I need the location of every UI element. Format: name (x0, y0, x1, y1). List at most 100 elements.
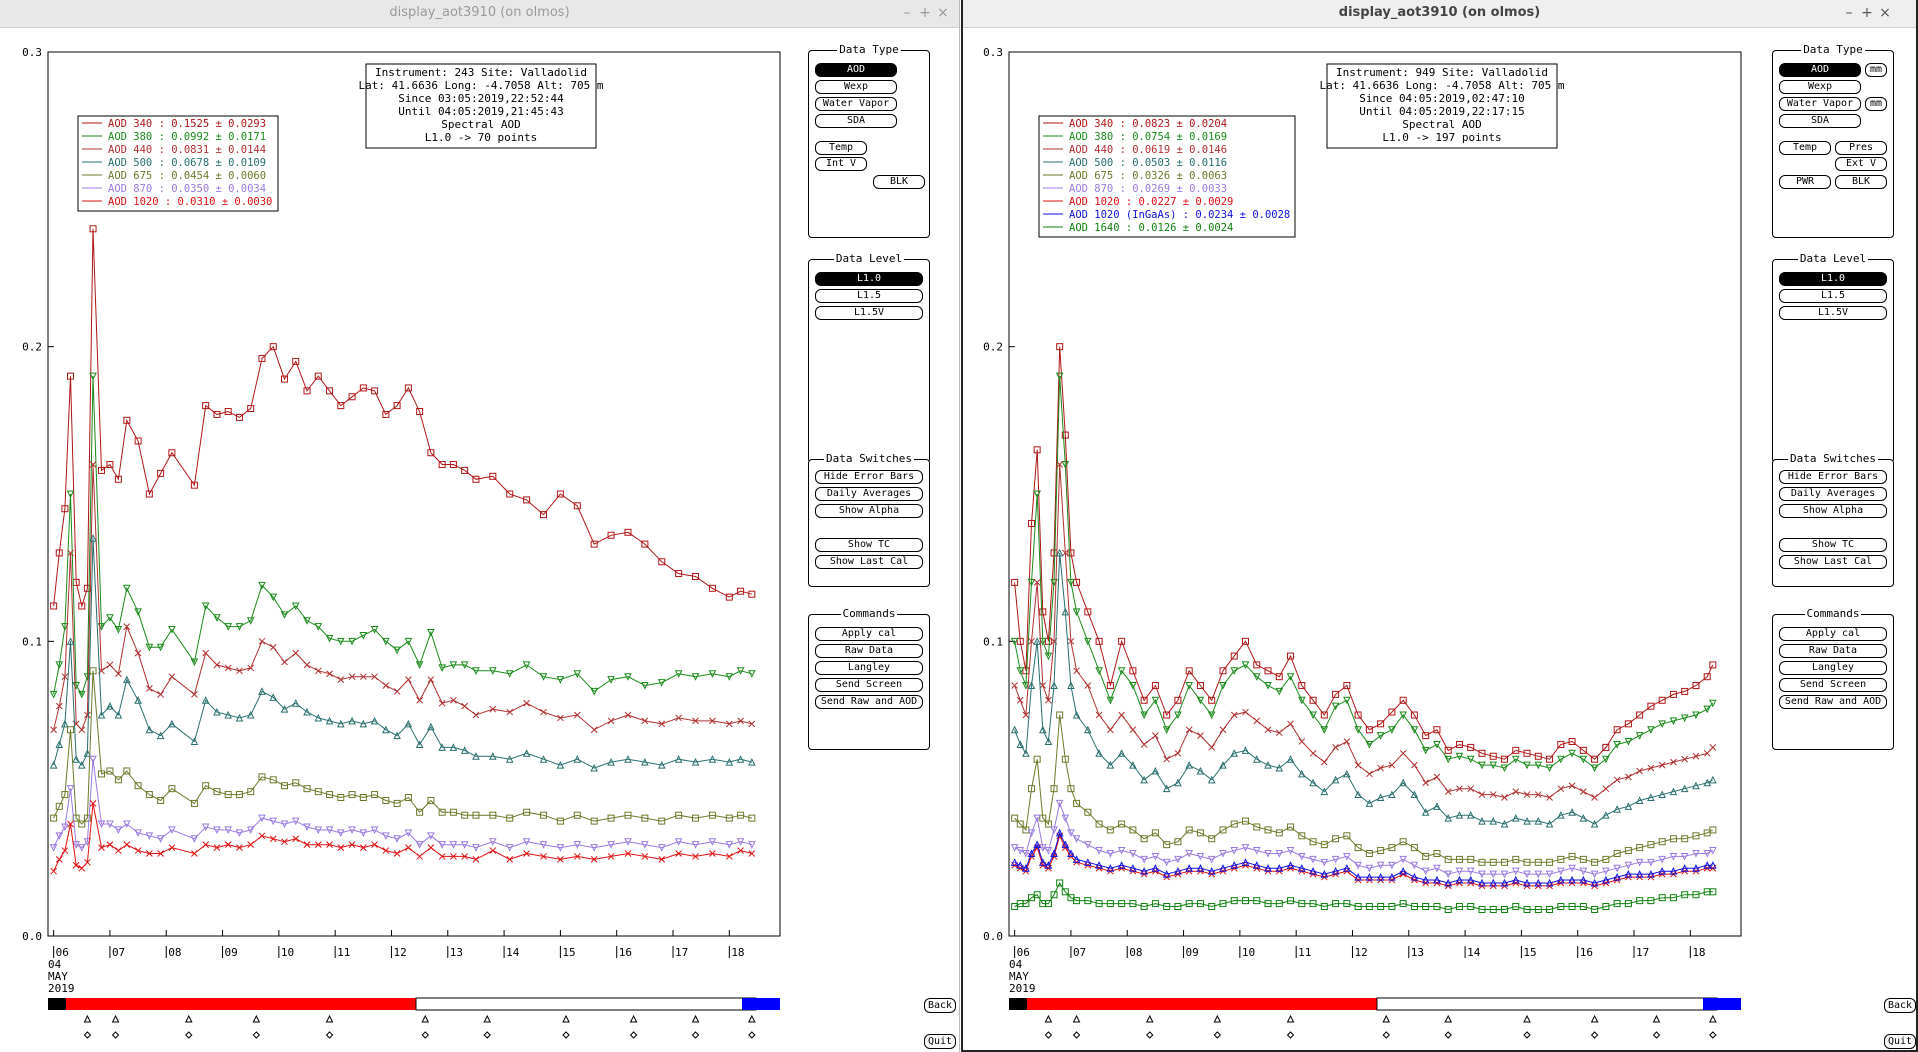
mm-button[interactable]: mm (1865, 97, 1887, 111)
show-last-cal-button[interactable]: Show Last Cal (815, 555, 923, 569)
hide-error-bars-button[interactable]: Hide Error Bars (815, 470, 923, 484)
data-point (67, 372, 75, 380)
data-point (1456, 785, 1463, 793)
temp-button[interactable]: Temp (1779, 141, 1831, 155)
data-point (123, 767, 131, 775)
raw-data-button[interactable]: Raw Data (1779, 644, 1887, 658)
data-point (1501, 794, 1508, 801)
int-v-button[interactable]: Int V (815, 157, 867, 171)
langley-button[interactable]: Langley (815, 661, 923, 675)
event-marker (1382, 1014, 1391, 1023)
series-line (1014, 376, 1714, 769)
water-vapor-button[interactable]: Water Vapor (1779, 97, 1861, 111)
x-tick-label: 09 (1186, 946, 1199, 959)
send-raw-aod-button[interactable]: Send Raw and AOD (1779, 695, 1887, 709)
water-vapor-button[interactable]: Water Vapor (815, 97, 897, 111)
close-icon[interactable]: × (937, 5, 949, 21)
data-point (66, 785, 75, 793)
send-screen-button[interactable]: Send Screen (815, 678, 923, 692)
data-point (1275, 900, 1283, 908)
hide-error-bars-button[interactable]: Hide Error Bars (1779, 470, 1887, 484)
data-point (1253, 897, 1261, 905)
show-alpha-button[interactable]: Show Alpha (1779, 504, 1887, 518)
show-tc-button[interactable]: Show TC (1779, 538, 1887, 552)
quit-button[interactable]: Quit (924, 1034, 956, 1049)
apply-cal-button[interactable]: Apply cal (815, 627, 923, 641)
data-point (303, 841, 311, 849)
data-point (1275, 729, 1283, 737)
daily-averages-button[interactable]: Daily Averages (1779, 487, 1887, 501)
data-point (675, 811, 683, 819)
send-screen-button[interactable]: Send Screen (1779, 678, 1887, 692)
blk-button[interactable]: BLK (873, 175, 925, 189)
maximize-icon[interactable]: + (919, 5, 931, 21)
event-marker (83, 1014, 92, 1023)
send-raw-aod-button[interactable]: Send Raw and AOD (815, 695, 923, 709)
wexp-button[interactable]: Wexp (1779, 80, 1861, 94)
data-point (1433, 740, 1441, 749)
level-l10-button[interactable]: L1.0 (815, 272, 923, 286)
event-marker (1072, 1031, 1081, 1039)
maximize-icon[interactable]: + (1861, 5, 1873, 21)
raw-data-button[interactable]: Raw Data (815, 644, 923, 658)
data-point (1039, 814, 1047, 822)
data-point (1106, 682, 1114, 690)
pres-button[interactable]: Pres (1835, 141, 1887, 155)
data-point (1421, 808, 1430, 816)
sda-button[interactable]: SDA (815, 114, 897, 128)
level-l15v-button[interactable]: L1.5V (815, 306, 923, 320)
data-point (371, 791, 379, 799)
data-point (1455, 903, 1463, 911)
data-point (725, 758, 734, 766)
show-tc-button[interactable]: Show TC (815, 538, 923, 552)
data-point (1151, 852, 1160, 861)
wexp-button[interactable]: Wexp (815, 80, 897, 94)
data-point (1072, 710, 1081, 719)
data-point (1647, 702, 1655, 710)
data-point (1011, 682, 1018, 689)
data-point (1118, 711, 1125, 719)
level-l10-button[interactable]: L1.0 (1779, 272, 1887, 286)
data-point (291, 817, 300, 826)
quit-button[interactable]: Quit (1884, 1034, 1916, 1049)
data-point (269, 343, 277, 351)
aod-button[interactable]: AOD (1779, 63, 1861, 77)
langley-button[interactable]: Langley (1779, 661, 1887, 675)
back-button[interactable]: Back (924, 998, 956, 1013)
ext-v-button[interactable]: Ext V (1835, 157, 1887, 171)
date-label: 2019 (1009, 982, 1036, 995)
apply-cal-button[interactable]: Apply cal (1779, 627, 1887, 641)
data-point (1016, 637, 1024, 645)
data-point (1044, 652, 1053, 661)
mm-button[interactable]: mm (1865, 63, 1887, 77)
x-tick-label: 18 (731, 946, 744, 959)
data-point (213, 788, 221, 796)
blk-button[interactable]: BLK (1835, 175, 1887, 189)
temp-button[interactable]: Temp (815, 141, 867, 155)
data-point (191, 691, 198, 698)
data-point (1557, 740, 1565, 748)
minimize-icon[interactable]: – (903, 5, 911, 21)
data-point (1320, 726, 1329, 734)
back-button[interactable]: Back (1884, 998, 1916, 1013)
daily-averages-button[interactable]: Daily Averages (815, 487, 923, 501)
level-l15v-button[interactable]: L1.5V (1779, 306, 1887, 320)
level-l15-button[interactable]: L1.5 (815, 289, 923, 303)
data-point (1421, 875, 1430, 884)
pwr-button[interactable]: PWR (1779, 175, 1831, 189)
data-point (1366, 770, 1373, 778)
close-icon[interactable]: × (1879, 5, 1891, 21)
date-label: 04 (48, 958, 62, 971)
title-bar[interactable]: display_aot3910 (on olmos) – + × (0, 0, 959, 28)
minimize-icon[interactable]: – (1845, 5, 1853, 21)
data-point (246, 710, 255, 719)
aod-button[interactable]: AOD (815, 63, 897, 77)
timeline-start (48, 998, 66, 1010)
data-point (235, 713, 244, 722)
title-bar[interactable]: display_aot3910 (on olmos) – + × (963, 0, 1916, 28)
data-point (1523, 816, 1531, 825)
show-alpha-button[interactable]: Show Alpha (815, 504, 923, 518)
level-l15-button[interactable]: L1.5 (1779, 289, 1887, 303)
show-last-cal-button[interactable]: Show Last Cal (1779, 555, 1887, 569)
sda-button[interactable]: SDA (1779, 114, 1861, 128)
